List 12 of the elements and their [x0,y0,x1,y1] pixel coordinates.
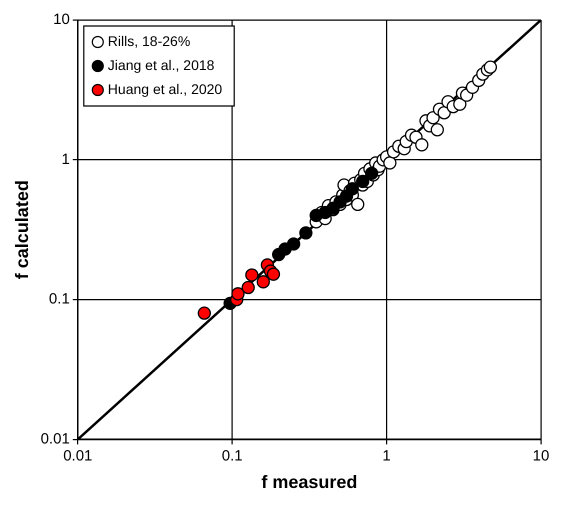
legend-label: Jiang et al., 2018 [108,56,215,73]
x-tick-label: 0.1 [222,448,243,465]
y-tick-label: 0.1 [48,290,70,308]
y-tick-label: 0.01 [40,430,70,448]
y-tick-label: 10 [53,11,70,28]
y-axis-title: f calculated [12,180,32,280]
x-axis-title: f measured [261,472,358,492]
x-tick-label: 1 [382,448,391,465]
legend-label: Huang et al., 2020 [108,80,222,97]
y-tick-label: 1 [61,150,70,168]
legend-label: Rills, 18-26% [108,32,190,49]
x-tick-label: 10 [532,448,550,465]
